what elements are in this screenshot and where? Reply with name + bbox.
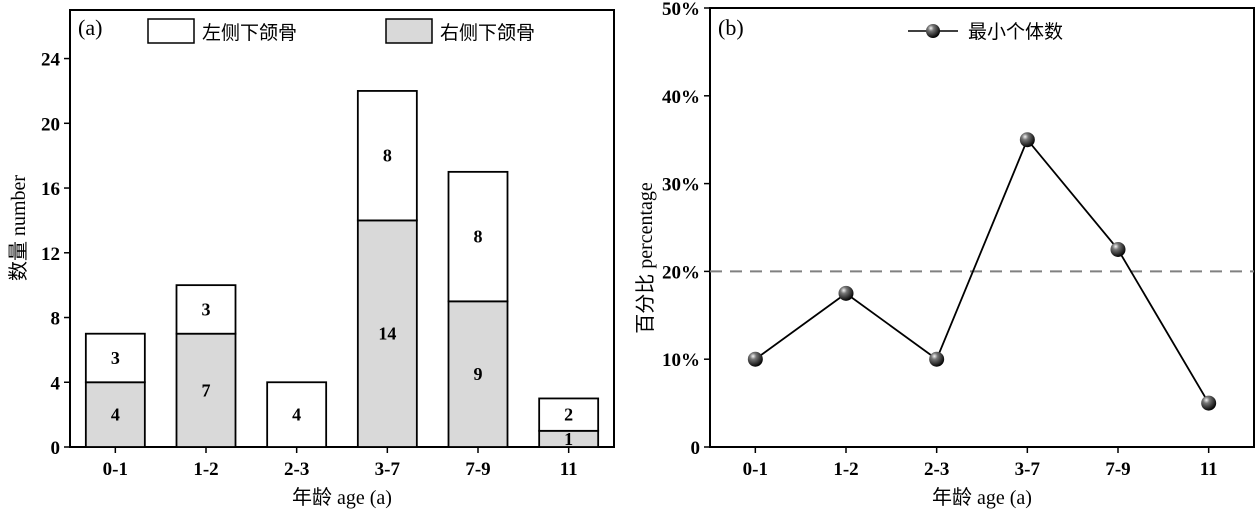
y-tick-label-a-16: 16	[41, 179, 60, 200]
bar-right-0-1	[84, 381, 146, 448]
bar-left-11	[538, 397, 600, 432]
bar-value-right-3-7: 14	[378, 324, 396, 344]
x-tick-label-a-11: 11	[560, 459, 578, 480]
x-tick-label-b-0-1: 0-1	[743, 459, 768, 480]
bar-value-left-0-1: 3	[111, 348, 120, 368]
bar-left-7-9	[447, 170, 509, 303]
y-tick-label-b-40%: 40%	[662, 87, 700, 108]
x-tick-label-b-11: 11	[1200, 459, 1218, 480]
panel-label-b: (b)	[718, 15, 744, 40]
bars-a: 4 3 7 3 4 14 8 9 8 1 2	[84, 90, 600, 449]
bar-value-left-3-7: 8	[383, 146, 392, 166]
y-axis-title-b: 百分比 percentage	[634, 182, 657, 334]
x-tick-label-b-2-3: 2-3	[924, 459, 949, 480]
legend-swatch-left	[147, 18, 195, 44]
x-axis-title-b: 年龄 age (a)	[932, 486, 1032, 509]
y-tick-label-a-8: 8	[51, 309, 61, 330]
x-tick-label-b-3-7: 3-7	[1015, 459, 1041, 480]
x-axis-title-a: 年龄 age (a)	[292, 486, 392, 509]
bar-value-left-2-3: 4	[292, 405, 301, 425]
data-point-11	[1201, 395, 1217, 411]
series-line-b	[754, 137, 1210, 404]
bar-left-0-1	[84, 332, 146, 384]
legend-marker-b	[926, 24, 940, 38]
y-tick-label-b-10%: 10%	[662, 350, 700, 371]
panel-label-a: (a)	[78, 15, 102, 40]
y-tick-label-a-12: 12	[41, 244, 60, 265]
legend-label-b: 最小个体数	[968, 21, 1063, 43]
bar-value-left-7-9: 8	[474, 227, 483, 247]
legend-a: 左侧下颌骨 右侧下颌骨	[147, 18, 535, 44]
y-axis-title-a: 数量 number	[7, 175, 30, 281]
data-point-3-7	[1019, 132, 1035, 148]
data-point-0-1	[747, 351, 763, 367]
y-tick-label-a-4: 4	[51, 373, 61, 394]
line-chart-panel-b: (b) 最小个体数 0 10% 20% 30% 40% 50% 0-1 1-2 2-3 3-7 7…	[634, 0, 1255, 509]
y-tick-label-b-50%: 50%	[662, 0, 700, 20]
bar-left-3-7	[356, 90, 418, 222]
x-tick-label-a-3-7: 3-7	[375, 459, 401, 480]
y-tick-label-a-20: 20	[41, 114, 60, 135]
x-tick-label-a-1-2: 1-2	[193, 459, 218, 480]
bar-right-7-9	[447, 300, 509, 448]
data-point-7-9	[1110, 241, 1126, 257]
x-tick-label-b-7-9: 7-9	[1105, 459, 1130, 480]
bar-value-left-11: 2	[564, 405, 573, 425]
legend-b: 最小个体数	[908, 21, 1063, 43]
data-point-2-3	[929, 351, 945, 367]
y-tick-label-a-24: 24	[41, 50, 61, 71]
y-tick-label-b-20%: 20%	[662, 262, 700, 283]
x-axis-ticks-b: 0-1 1-2 2-3 3-7 7-9 11	[743, 447, 1218, 480]
data-point-1-2	[838, 285, 854, 301]
bar-value-right-1-2: 7	[202, 380, 211, 400]
legend-swatch-right	[385, 18, 433, 44]
x-tick-label-a-7-9: 7-9	[465, 459, 490, 480]
x-axis-ticks-a: 0-1 1-2 2-3 3-7 7-9 11	[103, 447, 578, 480]
x-tick-label-b-1-2: 1-2	[833, 459, 858, 480]
plot-frame-b	[709, 7, 1255, 448]
legend-label-left: 左侧下颌骨	[202, 22, 297, 44]
bar-value-left-1-2: 3	[202, 299, 211, 319]
plot-frame-a	[69, 9, 615, 448]
x-tick-label-a-2-3: 2-3	[284, 459, 309, 480]
y-axis-ticks-b: 0 10% 20% 30% 40% 50%	[662, 0, 710, 459]
x-tick-label-a-0-1: 0-1	[103, 459, 128, 480]
bar-right-3-7	[356, 219, 418, 448]
series-points-b	[747, 132, 1217, 411]
series-polyline	[754, 137, 1210, 404]
bar-value-right-11: 1	[564, 429, 573, 449]
y-axis-ticks-a: 0 4 8 12 16 20 24	[41, 50, 70, 459]
y-tick-label-b-0: 0	[691, 438, 701, 459]
y-tick-label-b-30%: 30%	[662, 175, 700, 196]
legend-label-right: 右侧下颌骨	[440, 22, 535, 44]
bar-value-right-0-1: 4	[111, 405, 120, 425]
bar-value-right-7-9: 9	[474, 364, 483, 384]
y-tick-label-a-0: 0	[51, 438, 61, 459]
bar-left-1-2	[175, 284, 237, 335]
